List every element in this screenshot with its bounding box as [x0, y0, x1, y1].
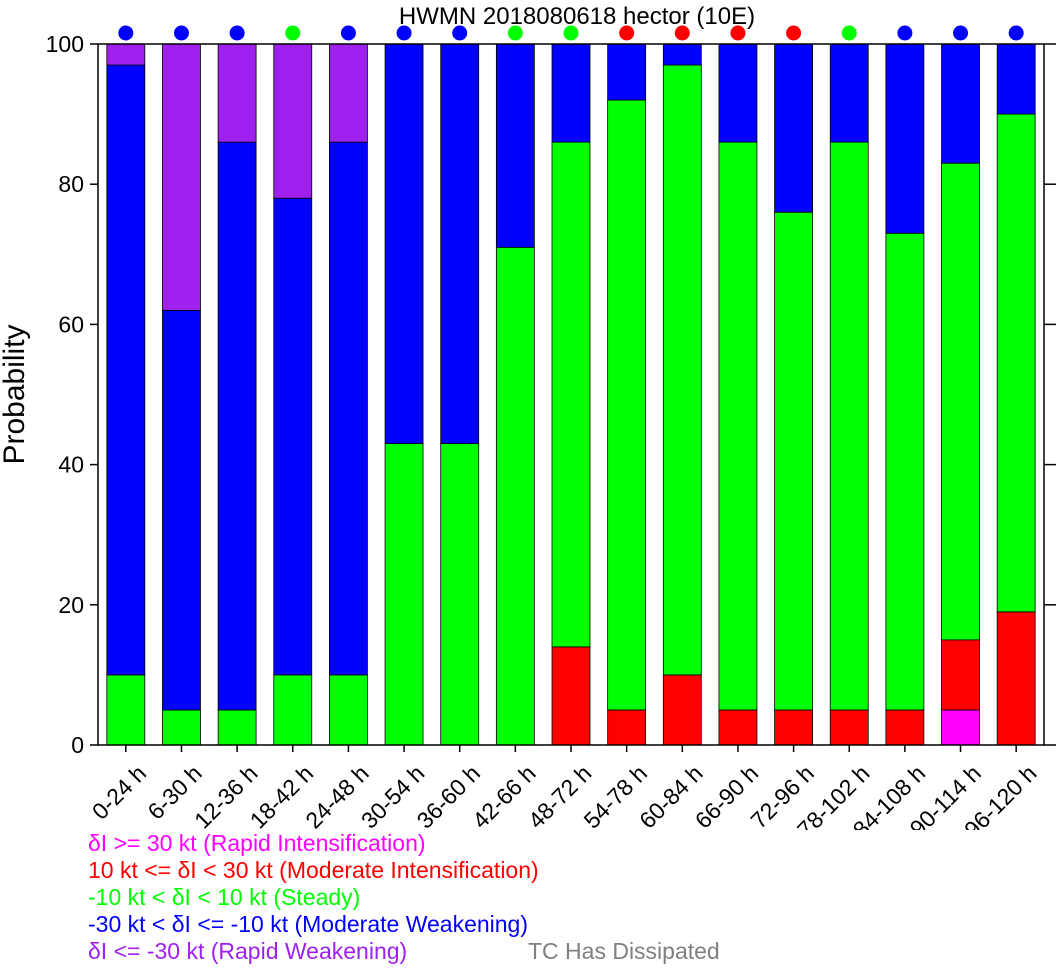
- bar-segment-mi-12: [774, 709, 813, 746]
- bar-segment-steady-2: [217, 709, 257, 746]
- bar-segment-mi-16: [996, 611, 1036, 746]
- bars-group: [106, 43, 1036, 746]
- bar-segment-mw-7: [495, 43, 535, 248]
- y-tick-label-4: 80: [58, 171, 84, 197]
- bar-segment-mw-13: [829, 43, 869, 143]
- y-tick-label-2: 40: [58, 452, 84, 478]
- bar-segment-mw-1: [162, 309, 201, 711]
- bar-segment-mi-13: [829, 709, 869, 746]
- top-marker-12: [786, 25, 802, 41]
- top-marker-14: [897, 25, 913, 41]
- bar-segment-steady-5: [384, 443, 424, 746]
- bar-segment-steady-3: [273, 674, 313, 746]
- top-marker-1: [173, 25, 189, 41]
- bar-segment-rw-2: [217, 43, 257, 143]
- bar-segment-mw-4: [329, 141, 368, 676]
- top-marker-4: [340, 25, 356, 41]
- bar-segment-mi-11: [718, 709, 758, 746]
- bar-segment-steady-4: [329, 674, 368, 746]
- bar-segment-steady-1: [162, 709, 201, 746]
- bar-segment-mw-9: [607, 43, 647, 101]
- bar-segment-mw-3: [273, 197, 313, 676]
- bar-segment-mw-5: [384, 43, 424, 444]
- y-ticks-group: 0 20 40 60 80 100: [46, 31, 1056, 758]
- bar-segment-steady-12: [774, 211, 813, 711]
- bar-segment-mw-11: [718, 43, 758, 143]
- bar-segment-steady-7: [495, 246, 535, 746]
- bar-segment-mw-10: [662, 43, 702, 66]
- bar-segment-mw-6: [440, 43, 480, 444]
- top-marker-9: [619, 25, 635, 41]
- legend-item-steady: -10 kt < δI < 10 kt (Steady): [88, 884, 361, 910]
- y-tick-label-0: 0: [71, 732, 84, 758]
- bar-segment-rw-1: [162, 43, 201, 311]
- probability-bar-chart: HWMN 2018080618 hector (10E) Probability…: [0, 3, 1056, 830]
- top-marker-2: [229, 25, 245, 41]
- top-marker-7: [507, 25, 523, 41]
- bar-segment-mi-15: [941, 639, 980, 711]
- bar-segment-mi-9: [607, 709, 647, 746]
- bar-segment-mw-8: [551, 43, 591, 143]
- bar-segment-mi-8: [551, 646, 591, 746]
- top-marker-5: [396, 25, 412, 41]
- bar-segment-mw-16: [996, 43, 1036, 115]
- y-tick-label-5: 100: [46, 31, 84, 57]
- bar-segment-mw-12: [774, 43, 813, 213]
- top-marker-16: [1008, 25, 1024, 41]
- legend-item-moderate-weakening: -30 kt < δI <= -10 kt (Moderate Weakenin…: [88, 911, 529, 937]
- dissipated-note: TC Has Dissipated: [528, 938, 720, 964]
- top-marker-15: [953, 25, 969, 41]
- bar-segment-mw-0: [106, 64, 146, 676]
- bar-segment-rw-3: [273, 43, 313, 199]
- y-tick-label-3: 60: [58, 311, 84, 337]
- legend-item-rapid-intensification: δI >= 30 kt (Rapid Intensification): [88, 830, 426, 856]
- chart-title: HWMN 2018080618 hector (10E): [399, 3, 755, 30]
- bar-segment-ri-15: [941, 709, 980, 746]
- bar-segment-mi-10: [662, 674, 702, 746]
- bar-segment-mw-15: [941, 43, 980, 164]
- x-tick-label-0: 0-24 h: [87, 760, 152, 825]
- top-markers-group: [118, 25, 1024, 41]
- top-marker-8: [563, 25, 579, 41]
- top-marker-0: [118, 25, 134, 41]
- bar-segment-steady-13: [829, 141, 869, 711]
- legend-item-moderate-intensification: 10 kt <= δI < 30 kt (Moderate Intensific…: [88, 857, 539, 883]
- bar-segment-steady-0: [106, 674, 146, 746]
- bar-segment-steady-10: [662, 64, 702, 676]
- bar-segment-steady-14: [885, 232, 925, 711]
- bar-segment-mw-14: [885, 43, 925, 234]
- top-marker-11: [730, 25, 746, 41]
- bar-segment-steady-6: [440, 443, 480, 746]
- bar-segment-steady-8: [551, 141, 591, 648]
- bar-segment-mw-2: [217, 141, 257, 711]
- bar-segment-rw-0: [106, 43, 146, 66]
- legend-item-rapid-weakening: δI <= -30 kt (Rapid Weakening): [88, 938, 408, 964]
- top-marker-6: [452, 25, 468, 41]
- y-axis-label: Probability: [0, 324, 31, 464]
- top-marker-10: [674, 25, 690, 41]
- x-ticks-group: 0-24 h6-30 h12-36 h18-42 h24-48 h30-54 h…: [87, 745, 1042, 830]
- y-tick-label-1: 20: [58, 592, 84, 618]
- top-marker-13: [841, 25, 857, 41]
- bar-segment-steady-9: [607, 99, 647, 711]
- top-marker-3: [285, 25, 301, 41]
- bar-segment-mi-14: [885, 709, 925, 746]
- bar-segment-steady-16: [996, 113, 1036, 613]
- bar-segment-steady-15: [941, 162, 980, 641]
- bar-segment-rw-4: [329, 43, 368, 143]
- bar-segment-steady-11: [718, 141, 758, 711]
